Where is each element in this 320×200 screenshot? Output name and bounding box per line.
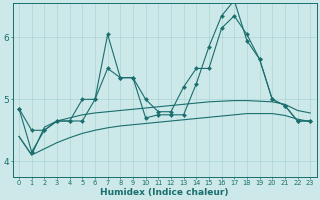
X-axis label: Humidex (Indice chaleur): Humidex (Indice chaleur) [100, 188, 229, 197]
